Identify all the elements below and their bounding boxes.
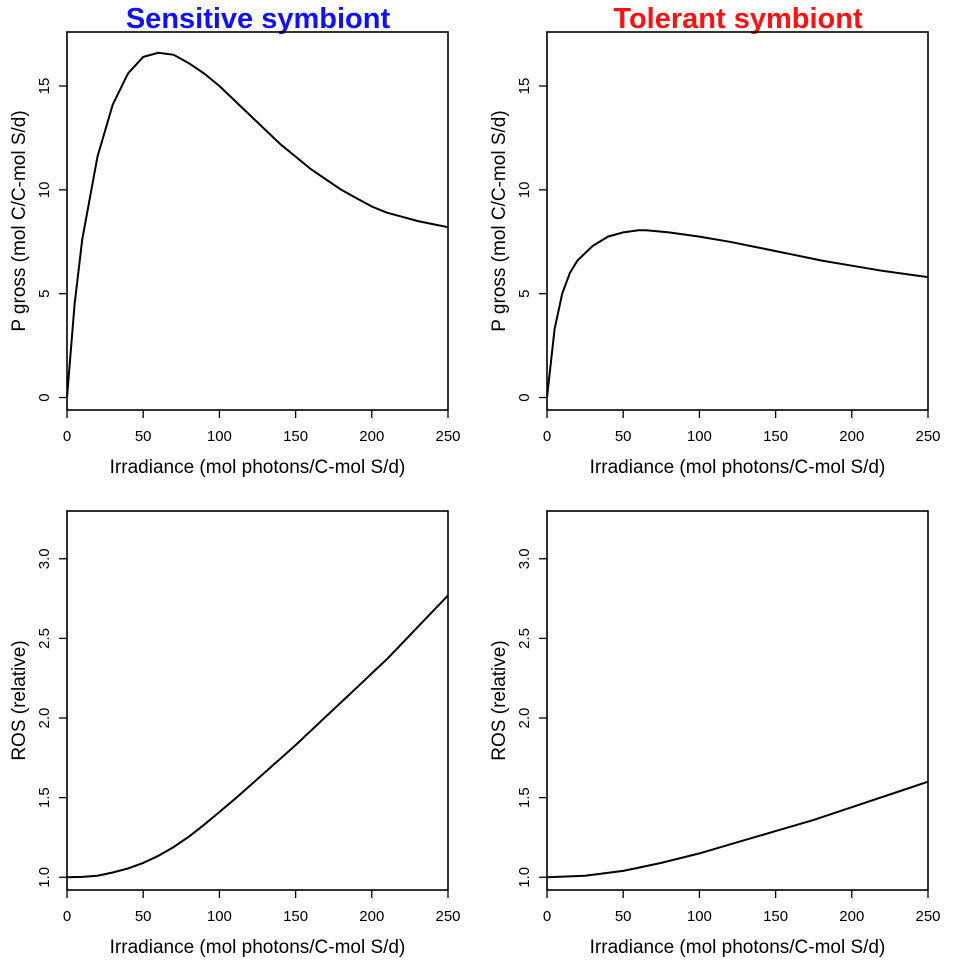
panel-top-left: 0 50 100 150 200 250 0 5 10 15 Irradiance (mol pho… <box>9 31 461 478</box>
x-tick-label: 0 <box>63 428 71 445</box>
panel-top-right: 0 50 100 150 200 250 0 5 10 15 Irradiance (mol pho… <box>489 31 941 478</box>
x-tick-label: 250 <box>915 428 940 445</box>
x-tick-label: 100 <box>687 908 712 925</box>
y-tick-label: 0 <box>516 393 533 401</box>
x-tick-label: 200 <box>359 428 384 445</box>
x-tick-label: 50 <box>135 428 152 445</box>
y-tick-label: 1.0 <box>36 867 53 888</box>
x-tick-label: 250 <box>915 908 940 925</box>
x-tick-label: 200 <box>359 908 384 925</box>
y-tick-label: 1.5 <box>36 787 53 808</box>
column-title-tolerant: Tolerant symbiont <box>613 3 863 35</box>
y-tick-label: 10 <box>516 182 533 199</box>
y-tick-label: 2.5 <box>516 628 533 649</box>
y-tick-label: 3.0 <box>516 548 533 569</box>
x-tick-label: 150 <box>763 428 788 445</box>
x-tick-label: 0 <box>543 428 551 445</box>
y-axis-label: ROS (relative) <box>9 640 30 760</box>
y-tick-label: 3.0 <box>36 548 53 569</box>
column-title-sensitive: Sensitive symbiont <box>126 3 391 35</box>
x-tick-label: 50 <box>615 908 632 925</box>
y-tick-label: 2.5 <box>36 628 53 649</box>
plot-frame <box>66 31 449 411</box>
series-line <box>546 780 929 879</box>
x-tick-label: 100 <box>207 908 232 925</box>
panel-bottom-right: 0 50 100 150 200 250 1.0 1.5 2.0 2.5 3.0 Irradiance… <box>489 510 941 958</box>
x-tick-label: 0 <box>63 908 71 925</box>
x-tick-label: 100 <box>207 428 232 445</box>
x-tick-label: 150 <box>283 428 308 445</box>
y-axis-label: ROS (relative) <box>489 640 510 760</box>
x-tick-label: 150 <box>283 908 308 925</box>
y-tick-label: 5 <box>36 290 53 298</box>
x-axis-label: Irradiance (mol photons/C-mol S/d) <box>590 937 886 958</box>
y-tick-label: 1.5 <box>516 787 533 808</box>
x-tick-label: 200 <box>839 908 864 925</box>
y-tick-label: 15 <box>36 78 53 95</box>
y-tick-label: 0 <box>36 393 53 401</box>
y-tick-label: 2.0 <box>516 708 533 729</box>
y-tick-label: 5 <box>516 290 533 298</box>
x-tick-label: 50 <box>615 428 632 445</box>
x-tick-label: 250 <box>435 428 460 445</box>
y-tick-label: 2.0 <box>36 708 53 729</box>
panel-bottom-left: 0 50 100 150 200 250 1.0 1.5 2.0 2.5 3.0 Irradiance… <box>9 510 461 958</box>
x-axis-label: Irradiance (mol photons/C-mol S/d) <box>110 937 406 958</box>
x-tick-label: 50 <box>135 908 152 925</box>
plot-frame <box>546 31 929 411</box>
y-tick-label: 15 <box>516 78 533 95</box>
y-axis-label: P gross (mol C/C-mol S/d) <box>9 110 30 331</box>
x-tick-label: 150 <box>763 908 788 925</box>
x-axis-label: Irradiance (mol photons/C-mol S/d) <box>110 457 406 478</box>
y-tick-label: 10 <box>36 182 53 199</box>
x-tick-label: 200 <box>839 428 864 445</box>
plot-frame <box>546 510 929 891</box>
series-line <box>546 229 929 398</box>
x-tick-label: 0 <box>543 908 551 925</box>
series-line <box>66 51 449 398</box>
y-tick-label: 1.0 <box>516 867 533 888</box>
x-axis-label: Irradiance (mol photons/C-mol S/d) <box>590 457 886 478</box>
plot-frame <box>66 510 449 891</box>
y-axis-label: P gross (mol C/C-mol S/d) <box>489 110 510 331</box>
series-line <box>66 594 449 879</box>
x-tick-label: 250 <box>435 908 460 925</box>
x-tick-label: 100 <box>687 428 712 445</box>
